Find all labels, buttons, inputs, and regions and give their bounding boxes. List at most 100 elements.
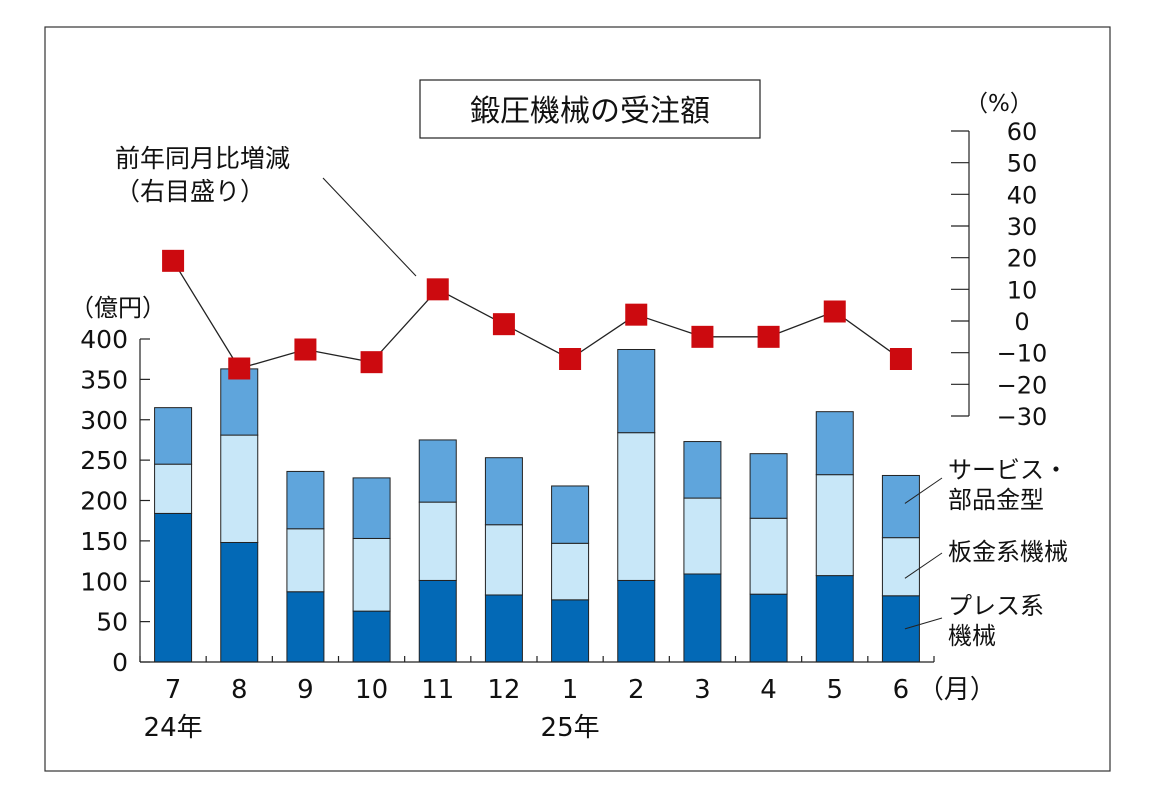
right-tick-label: 50 [1007, 150, 1038, 178]
change-rate-marker [360, 351, 383, 374]
bar-segment-series-1 [683, 573, 722, 663]
bar-segment-series-2 [815, 474, 854, 577]
left-tick-label: 150 [80, 527, 128, 556]
bar-segment-series-1 [220, 541, 259, 663]
change-rate-marker [823, 300, 846, 323]
bar-segment-series-1 [749, 593, 788, 663]
change-rate-marker [889, 348, 912, 370]
left-tick-label: 100 [80, 567, 128, 596]
bar-segment-series-2 [617, 432, 656, 581]
change-rate-marker [294, 338, 317, 361]
bar-segment-series-1 [484, 594, 523, 663]
left-tick-label: 50 [96, 608, 128, 637]
x-tick-label: 2 [628, 675, 645, 705]
x-tick-label: 1 [562, 675, 579, 705]
year-label: 25年 [541, 713, 600, 743]
title-border [419, 79, 761, 139]
right-axis: 60 50 40 30 20 10 0 −10 −20 −30 （%） [951, 91, 1047, 431]
left-tick-label: 200 [80, 487, 128, 516]
legend-label-series-3-line-1: サービス・ [948, 456, 1068, 484]
legend-leader-series-3 [904, 477, 943, 504]
bar-segment-series-1 [154, 512, 193, 663]
left-tick-label: 400 [80, 325, 128, 354]
x-tick-label: 6 [893, 675, 910, 705]
bar-segment-series-3 [484, 457, 523, 526]
x-tick-label: 8 [231, 675, 248, 705]
right-tick-label: −20 [997, 371, 1048, 399]
bar-segment-series-3 [749, 453, 788, 519]
left-tick-label: 0 [112, 648, 128, 677]
change-rate-marker [625, 303, 648, 326]
legend-label-series-2-line-1: 板金系機械 [948, 538, 1068, 566]
bar-segment-series-1 [352, 610, 391, 663]
bar-segment-series-1 [551, 599, 590, 663]
legend-leader-series-2 [904, 552, 943, 579]
x-tick-label: 12 [487, 675, 520, 705]
right-tick-label: −30 [997, 403, 1048, 431]
bar-segment-series-2 [418, 501, 457, 581]
bar-segment-series-3 [154, 407, 193, 465]
bar-segment-series-1 [418, 579, 457, 663]
right-tick-label: 40 [1007, 181, 1038, 209]
left-axis: 0 50 100 150 200 250 300 350 400 （億円） [70, 294, 166, 677]
bar-segment-series-2 [352, 537, 391, 612]
change-rate-marker [757, 325, 780, 348]
x-tick-label: 11 [421, 675, 454, 705]
title-box: 鍛圧機械の受注額 [419, 79, 761, 139]
bar-segment-series-2 [551, 542, 590, 601]
bar-segment-series-3 [881, 474, 920, 539]
line-series-label-line-1: 前年同月比増減 [115, 144, 290, 173]
x-axis-unit: （月） [918, 675, 996, 705]
change-rate-marker [426, 278, 449, 301]
year-label: 24年 [144, 713, 203, 743]
change-rate-marker [492, 313, 515, 336]
x-tick-label: 4 [760, 675, 777, 705]
bar-segment-series-2 [484, 524, 523, 596]
left-tick-label: 300 [80, 406, 128, 435]
right-tick-label: 0 [1014, 308, 1029, 336]
right-axis-unit: （%） [965, 91, 1033, 117]
change-rate-marker [691, 325, 714, 348]
right-tick-label: 60 [1007, 118, 1038, 146]
chart-title: 鍛圧機械の受注額 [470, 94, 710, 129]
bar-segment-series-1 [815, 575, 854, 663]
line-series-label-line-2: （右目盛り） [115, 177, 265, 206]
x-tick-label: 10 [355, 675, 388, 705]
legend-leader-series-1 [904, 617, 943, 630]
left-tick-label: 250 [80, 446, 128, 475]
bar-segment-series-3 [683, 441, 722, 499]
bar-segment-series-2 [881, 537, 920, 597]
right-tick-label: 10 [1007, 276, 1038, 304]
line-label-leader [322, 177, 417, 277]
bar-segment-series-3 [286, 470, 325, 530]
right-tick-label: 30 [1007, 213, 1038, 241]
bar-segment-series-2 [749, 517, 788, 595]
x-tick-label: 5 [826, 675, 843, 705]
legend-label-series-1-line-1: プレス系 [948, 592, 1044, 620]
bars [154, 348, 920, 663]
right-tick-label: 20 [1007, 245, 1038, 273]
bar-segment-series-3 [551, 485, 590, 544]
change-rate-polyline [172, 260, 902, 370]
bar-segment-series-3 [815, 411, 854, 476]
left-tick-label: 350 [80, 365, 128, 394]
left-axis-unit: （億円） [70, 294, 166, 322]
x-tick-label: 9 [297, 675, 314, 705]
bar-segment-series-2 [154, 463, 193, 514]
legend-label-series-3-line-2: 部品金型 [948, 486, 1044, 514]
bar-segment-series-3 [617, 348, 656, 434]
x-axis: 7 8 9 10 11 12 1 2 3 4 5 6 （月）24年 25年 [139, 656, 996, 743]
bar-segment-series-2 [220, 434, 259, 543]
chart-frame [44, 26, 1111, 772]
bar-segment-series-1 [881, 595, 920, 663]
bar-segment-series-3 [418, 439, 457, 503]
bar-segment-series-2 [286, 528, 325, 593]
x-tick-label: 3 [694, 675, 711, 705]
bar-segment-series-2 [683, 497, 722, 575]
change-rate-marker [559, 348, 582, 370]
bar-segment-series-3 [352, 477, 391, 539]
bar-segment-series-1 [617, 579, 656, 663]
change-rate-line: 前年同月比増減 （右目盛り） [115, 144, 912, 380]
